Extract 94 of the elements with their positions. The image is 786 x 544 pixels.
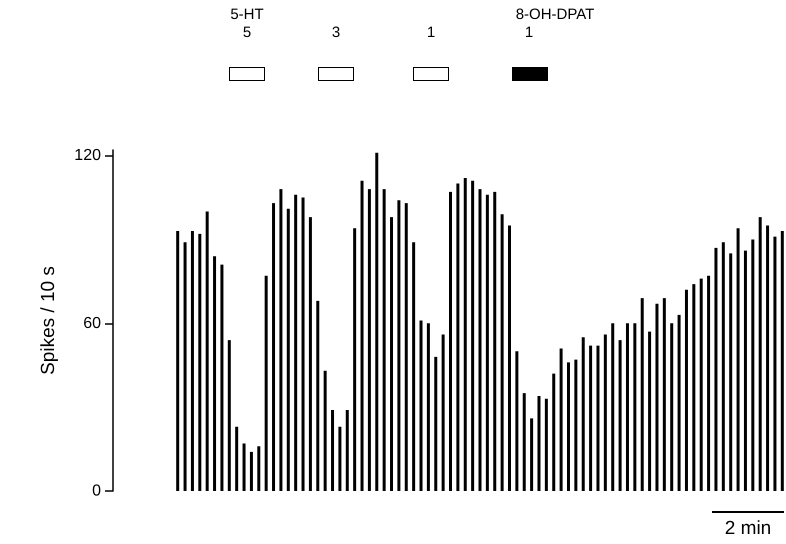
text: 2 min [724,518,772,540]
bar [264,276,268,491]
bar [574,360,578,491]
bar [530,418,534,491]
bar [176,231,180,491]
bar [302,198,305,491]
bar [670,323,674,491]
bar [655,304,658,491]
bar [198,234,202,491]
bar [684,290,688,491]
bar [294,194,298,491]
bar [648,332,652,491]
bar [206,211,209,491]
bar [242,443,246,491]
bar [596,346,600,491]
bar [471,180,474,491]
bar [751,239,754,491]
bar [375,152,378,491]
bar [662,298,666,491]
bar [213,256,216,491]
bar [611,323,614,491]
bar [500,214,504,491]
bar [707,276,710,491]
bar [190,231,194,491]
bar [780,231,784,491]
bar [626,323,629,491]
y-tick-label: 120 [74,147,102,164]
bar [449,192,452,491]
bar [537,396,540,491]
bar [257,446,260,491]
bar [589,346,592,491]
bar [390,217,394,491]
bar [678,314,681,491]
bar [338,426,342,491]
bar [279,189,282,491]
bar [604,334,607,491]
bar [478,189,482,491]
bar [464,178,467,491]
bar [220,264,224,491]
bar [766,225,770,491]
bar [456,184,460,491]
text: 5-HT [230,6,264,23]
bar [250,452,253,491]
bar [368,189,371,491]
bar [729,253,732,491]
bar [286,208,290,491]
bar [235,426,238,491]
bar [744,250,747,491]
y-tick-label: 60 [83,314,102,332]
bar [346,410,349,491]
bar [324,370,327,491]
bar [353,228,356,491]
bar [272,203,276,491]
bar [434,356,438,491]
y-tick-label: 0 [92,482,102,500]
bar [522,393,526,491]
bar [316,300,320,491]
bar [552,374,556,491]
bar [331,410,334,491]
bar [515,351,518,491]
bar [412,242,416,491]
bar [397,200,400,491]
bar [722,242,725,491]
bar [308,217,312,491]
bar [420,320,423,491]
bar [426,323,430,491]
bar [773,236,776,491]
bar [700,278,703,491]
bar [618,340,622,491]
bar [566,362,570,491]
text: 5 [242,24,252,41]
bar [736,228,740,491]
bar [692,284,696,491]
text: 1 [426,24,436,41]
text: 3 [332,24,340,41]
text: 8-OH-DPAT [516,6,594,23]
bar [758,217,762,491]
bar [360,180,364,491]
bar [508,225,511,491]
bar [493,192,496,491]
bar [442,334,445,491]
bar [714,248,718,491]
bar [640,298,644,491]
bar [184,242,187,491]
bar [582,337,585,491]
bar [404,203,408,491]
bar [486,194,489,491]
bar [228,340,231,491]
bar [382,189,386,491]
text: 1 [524,24,534,41]
bar [633,323,636,491]
bar [544,398,548,491]
bar [560,348,563,491]
y-axis-title: Spikes / 10 s [38,266,59,375]
